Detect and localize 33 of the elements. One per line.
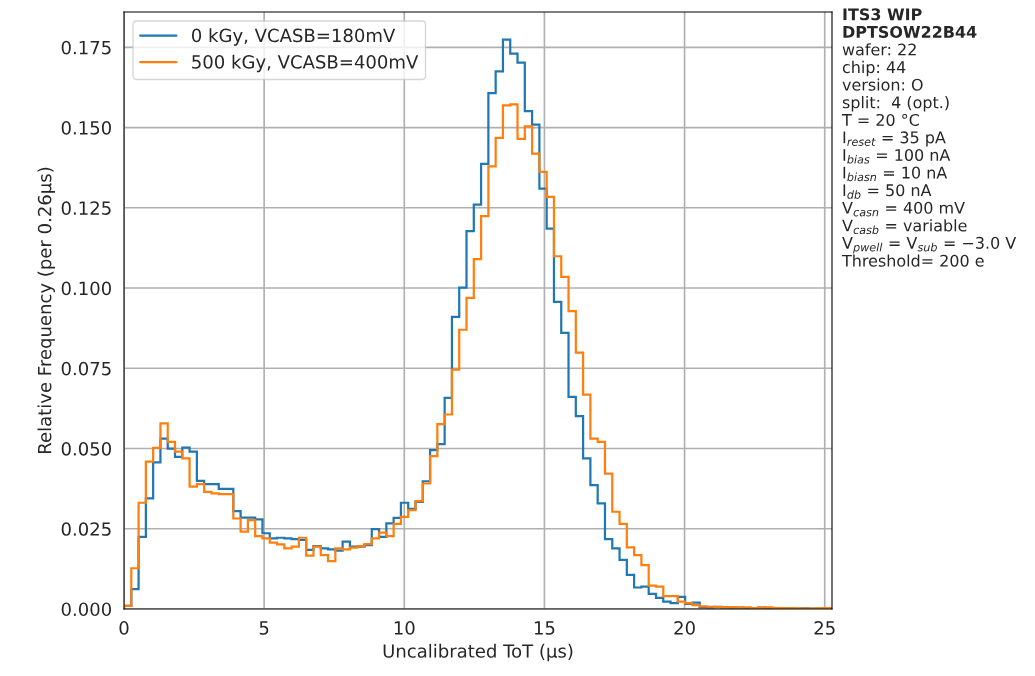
text: wafer: 22 [842,43,916,56]
text: version: O [842,78,923,91]
text: Threshold= 200 e [841,254,984,267]
x-tick-label: 0 [119,621,129,635]
text: T = 20 °C [841,113,919,126]
y-axis-title: Relative Frequency (per 0.26μs) [37,167,55,453]
x-tick-label: 20 [674,621,695,635]
text: I$_{bias}$ = 100 nA [843,148,951,164]
text: I$_{reset}$ = 35 pA [843,131,946,147]
x-axis-title: Uncalibrated ToT (μs) [383,643,573,662]
y-tick-label: 0.100 [61,281,111,296]
y-tick-label: 0.000 [61,602,111,617]
text: DPTSOW22B44 [843,25,977,38]
y-tick-label: 0.075 [61,361,111,376]
y-tick-label: 0.125 [61,201,111,215]
y-tick-label: 0.025 [61,522,111,536]
text: split: 4 (opt.) [842,96,949,112]
x-tick-label: 15 [534,621,555,635]
text: V$_{casb}$ = variable [842,219,967,235]
text: V$_{pwell}$ = V$_{sub}$ = −3.0 V [842,236,1017,254]
legend-label: 500 kGy, VCASB=400mV [192,54,419,73]
text: ITS3 WIP [843,8,922,21]
y-tick-label: 0.175 [61,40,111,55]
x-tick-label: 25 [814,621,835,635]
x-tick-label: 10 [394,621,415,635]
text: V$_{casn}$ = 400 mV [842,201,965,217]
y-tick-label: 0.150 [61,121,111,135]
x-tick-label: 5 [259,621,269,635]
legend-label: 0 kGy, VCASB=180mV [192,28,396,46]
text: I$_{biasn}$ = 10 nA [843,166,948,182]
text: chip: 44 [842,60,906,77]
y-tick-label: 0.050 [61,441,111,456]
text: I$_{db}$ = 50 nA [843,184,932,199]
